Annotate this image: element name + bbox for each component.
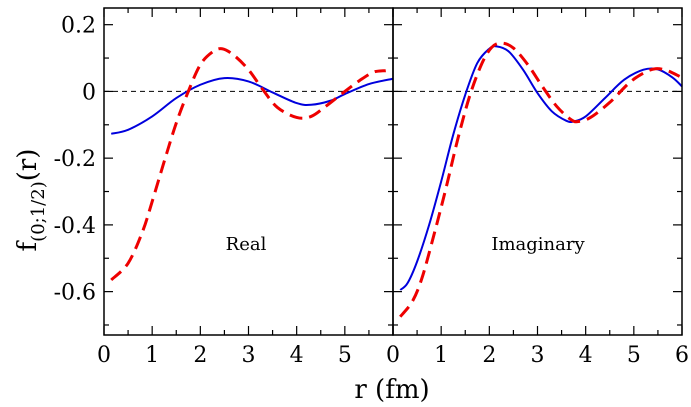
real-panel: 0 1 2 3 4 5 0.2 0 -0.2 -0.4 -0.6 Real <box>54 7 394 368</box>
x-tick-label: 1 <box>434 343 448 368</box>
panel-label-imaginary: Imaginary <box>491 234 585 255</box>
x-axis-title: r (fm) <box>354 375 429 405</box>
x-tick-label: 3 <box>531 343 545 368</box>
y-tick-label: 0.2 <box>61 14 96 39</box>
y-tick-label: -0.6 <box>54 281 96 306</box>
solid-blue-series-line <box>110 76 394 135</box>
x-tick-label: 4 <box>579 343 593 368</box>
real-panel-frame <box>103 7 394 336</box>
dashed-red-series-line <box>110 47 386 282</box>
dashed-red-series-line <box>399 41 681 318</box>
y-axis-title-suffix: (r) <box>13 149 43 182</box>
y-tick-label: 0 <box>82 80 96 105</box>
imaginary-panel-frame <box>392 7 683 336</box>
imaginary-panel-marks: 0 1 2 3 4 5 6 <box>386 8 689 368</box>
x-tick-label: 1 <box>145 343 159 368</box>
y-axis-title: f(0;1/2)(r) <box>13 149 49 252</box>
panel-label-real: Real <box>226 234 267 255</box>
x-tick-label: 6 <box>675 343 689 368</box>
x-tick-label: 4 <box>290 343 304 368</box>
x-tick-label: 5 <box>338 343 352 368</box>
y-tick-label: -0.4 <box>54 214 96 239</box>
x-tick-label: 2 <box>193 343 207 368</box>
y-axis-title-main: f <box>13 239 43 251</box>
y-tick-label: -0.2 <box>54 147 96 172</box>
x-tick-label: 3 <box>242 343 256 368</box>
x-tick-label: 5 <box>627 343 641 368</box>
x-tick-label: 0 <box>97 343 111 368</box>
solid-blue-series-line <box>399 45 683 291</box>
x-tick-label: 0 <box>386 343 400 368</box>
real-panel-marks: 0 1 2 3 4 5 0.2 0 -0.2 -0.4 -0.6 <box>54 8 394 368</box>
x-tick-label: 2 <box>482 343 496 368</box>
imaginary-panel: 0 1 2 3 4 5 6 Imaginary <box>386 7 689 368</box>
y-axis-title-subscript: (0;1/2) <box>28 181 49 242</box>
